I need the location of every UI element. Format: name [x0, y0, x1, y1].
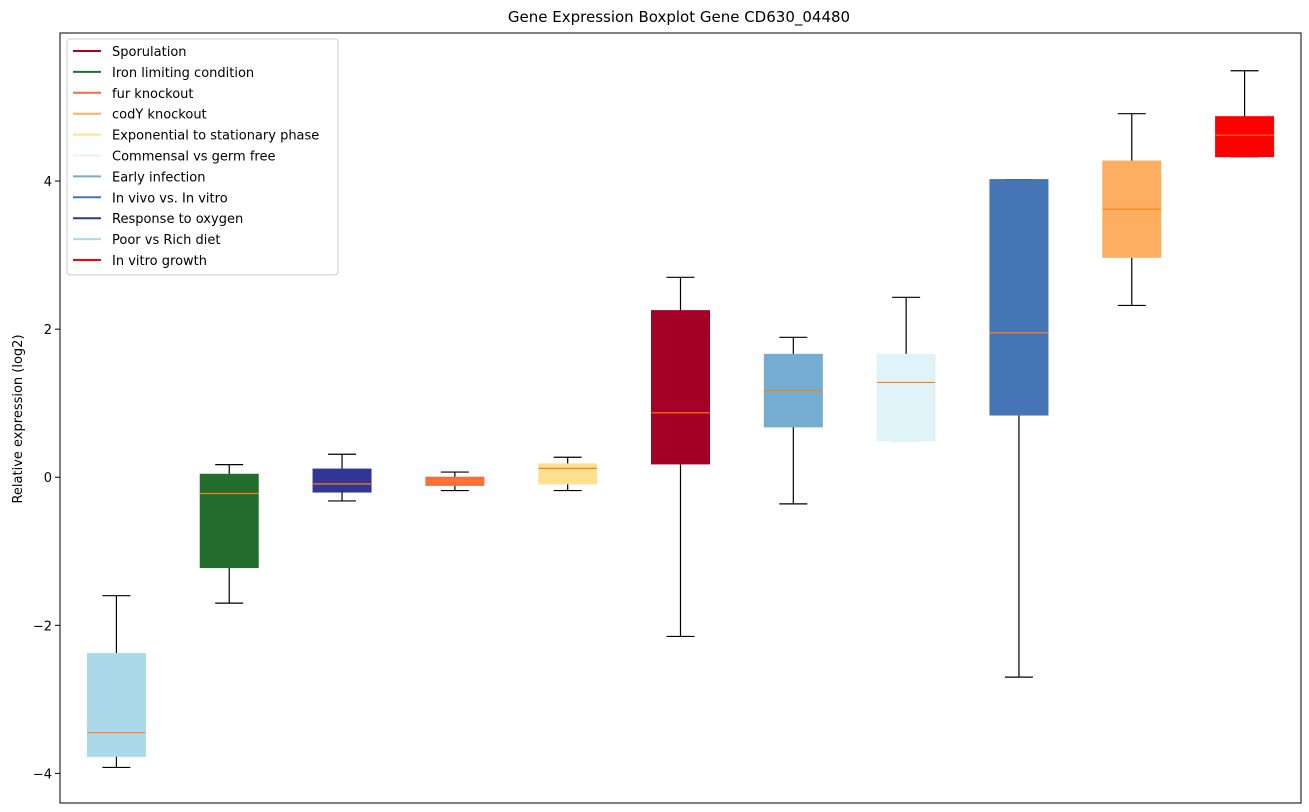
box-9	[989, 178, 1049, 678]
legend-entry: In vivo vs. In vitro	[73, 191, 228, 206]
box-7	[763, 336, 823, 505]
y-axis-label: Relative expression (log2)	[11, 334, 26, 503]
y-tick-label: 2	[44, 323, 52, 338]
plot-frame	[59, 32, 1302, 804]
legend-entry: Commensal vs germ free	[73, 150, 275, 165]
y-tick-label: 0	[44, 471, 52, 486]
legend-entry: Sporulation	[73, 45, 187, 60]
legend-label: Exponential to stationary phase	[112, 129, 319, 144]
box-body	[651, 310, 710, 465]
legend-entry: codY knockout	[73, 108, 207, 123]
box-5	[538, 456, 598, 492]
legend-entry: Poor vs Rich diet	[73, 233, 220, 248]
box-6	[651, 276, 710, 638]
plot-area: −4 −2 0 2 4	[33, 32, 1302, 804]
y-tick-label: 4	[44, 175, 52, 190]
y-tick-label: −4	[33, 767, 52, 782]
box-body	[989, 179, 1049, 416]
legend-label: Response to oxygen	[112, 212, 243, 227]
legend-entry: In vitro growth	[73, 254, 207, 269]
y-tick-label: −2	[33, 619, 52, 634]
legend-label: Early infection	[112, 170, 205, 185]
legend: Sporulation Iron limiting condition fur kn…	[66, 38, 339, 276]
legend-entry: fur knockout	[73, 87, 194, 102]
legend-label: Poor vs Rich diet	[112, 233, 220, 248]
legend-label: Sporulation	[112, 45, 187, 60]
box-body	[312, 468, 372, 493]
legend-frame	[66, 38, 339, 276]
box-10	[1102, 113, 1162, 307]
legend-entry: Response to oxygen	[73, 212, 243, 227]
legend-label: Iron limiting condition	[112, 66, 254, 81]
box-1	[86, 595, 146, 769]
legend-label: Commensal vs germ free	[112, 150, 275, 165]
box-3	[312, 453, 372, 502]
box-body	[86, 652, 146, 757]
legend-entry: Exponential to stationary phase	[73, 129, 319, 144]
box-2	[199, 464, 259, 604]
box-body	[538, 463, 598, 485]
legend-label: codY knockout	[112, 108, 207, 123]
legend-entry: Iron limiting condition	[73, 66, 254, 81]
legend-label: In vitro growth	[112, 254, 207, 269]
chart-title: Gene Expression Boxplot Gene CD630_04480	[508, 8, 850, 27]
legend-label: fur knockout	[112, 87, 194, 102]
box-body	[199, 473, 259, 569]
legend-entry: Early infection	[73, 170, 205, 185]
box-4	[425, 471, 485, 492]
box-8	[876, 296, 936, 442]
box-11	[1215, 70, 1275, 158]
legend-label: In vivo vs. In vitro	[112, 191, 228, 206]
box-body	[876, 353, 936, 442]
box-body	[1215, 116, 1275, 158]
